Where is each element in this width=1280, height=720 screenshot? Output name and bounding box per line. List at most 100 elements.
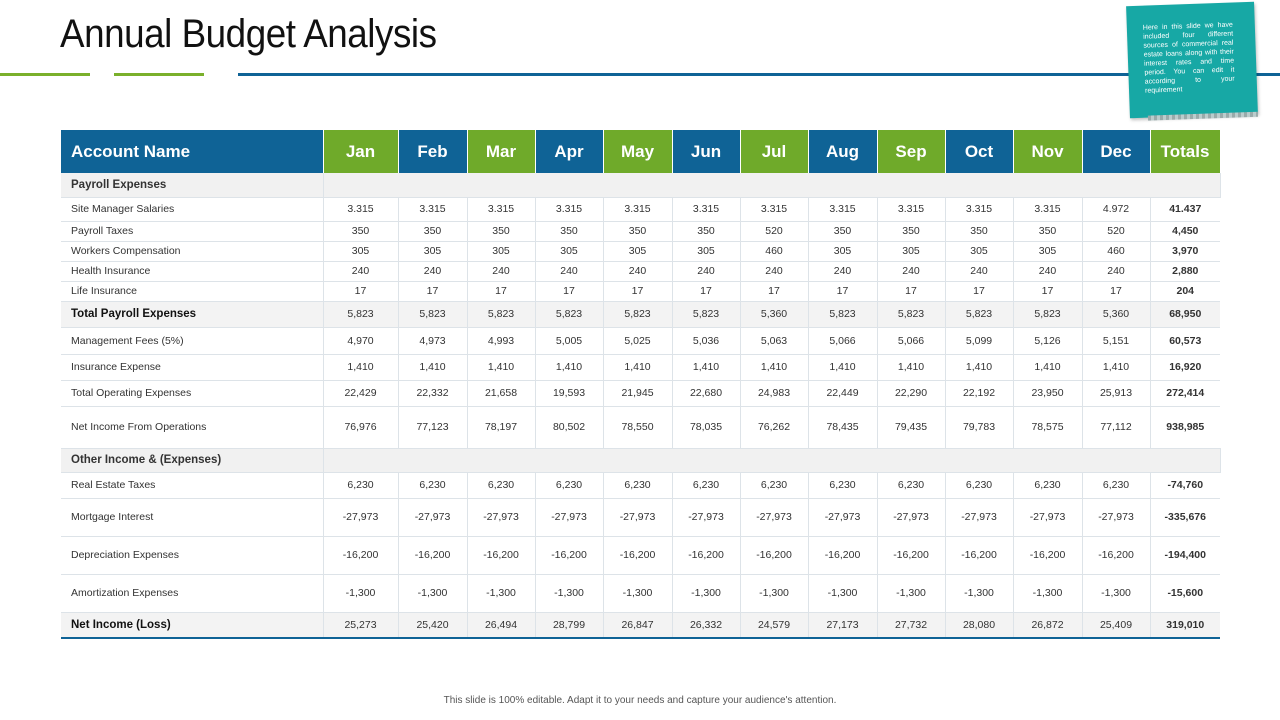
table-cell: 3.315: [1013, 197, 1083, 222]
header-jul: Jul: [740, 130, 809, 173]
table-cell: 17: [672, 281, 741, 302]
table-cell: -27,973: [672, 498, 741, 537]
row-total: 319,010: [1150, 612, 1220, 639]
table-cell: 1,410: [398, 354, 468, 381]
table-cell: 5,823: [945, 301, 1014, 328]
table-cell: 1,410: [808, 354, 878, 381]
table-cell: 76,262: [740, 406, 809, 449]
table-cell: 22,332: [398, 380, 468, 407]
table-cell: 77,112: [1082, 406, 1151, 449]
table-cell: -1,300: [808, 574, 878, 613]
table-cell: 1,410: [323, 354, 399, 381]
table-cell: 5,151: [1082, 327, 1151, 355]
row-label: Real Estate Taxes: [61, 472, 324, 499]
table-cell: 3.315: [808, 197, 878, 222]
header-may: May: [603, 130, 673, 173]
table-cell: -1,300: [323, 574, 399, 613]
table-cell: 4.972: [1082, 197, 1151, 222]
table-cell: 520: [740, 221, 809, 242]
table-cell: -1,300: [945, 574, 1014, 613]
header-apr: Apr: [535, 130, 604, 173]
table-cell: 26,872: [1013, 612, 1083, 639]
row-total: 3,970: [1150, 241, 1220, 262]
table-body: Payroll Expenses Site Manager Salaries 3.3…: [61, 173, 1221, 639]
table-cell: -1,300: [603, 574, 673, 613]
table-cell: -27,973: [603, 498, 673, 537]
row-label: Management Fees (5%): [61, 327, 324, 355]
header-oct: Oct: [945, 130, 1014, 173]
table-cell: 17: [323, 281, 399, 302]
table-cell: 5,823: [808, 301, 878, 328]
section-row: Other Income & (Expenses): [61, 448, 1221, 473]
row-total: 4,450: [1150, 221, 1220, 242]
row-label: Payroll Taxes: [61, 221, 324, 242]
table-cell: 17: [945, 281, 1014, 302]
table-cell: -1,300: [672, 574, 741, 613]
table-cell: 240: [672, 261, 741, 282]
table-cell: -16,200: [1082, 536, 1151, 575]
table-cell: -1,300: [877, 574, 946, 613]
table-cell: 5,823: [1013, 301, 1083, 328]
table-cell: 6,230: [945, 472, 1014, 499]
row-total: -15,600: [1150, 574, 1220, 613]
table-cell: 22,290: [877, 380, 946, 407]
table-cell: 305: [877, 241, 946, 262]
table-cell: -16,200: [398, 536, 468, 575]
table-cell: 305: [323, 241, 399, 262]
table-cell: 6,230: [467, 472, 536, 499]
row-total: -74,760: [1150, 472, 1220, 499]
table-cell: -16,200: [672, 536, 741, 575]
table-cell: 3.315: [535, 197, 604, 222]
table-cell: 6,230: [808, 472, 878, 499]
table-row: Management Fees (5%) 4,970 4,973 4,993 5,005…: [61, 327, 1220, 355]
table-cell: 240: [877, 261, 946, 282]
row-total: 204: [1150, 281, 1220, 302]
table-cell: -16,200: [877, 536, 946, 575]
table-cell: 26,332: [672, 612, 741, 639]
table-cell: 5,823: [467, 301, 536, 328]
table-cell: 240: [535, 261, 604, 282]
table-cell: -27,973: [945, 498, 1014, 537]
row-total: 60,573: [1150, 327, 1220, 355]
table-cell: 5,025: [603, 327, 673, 355]
table-cell: 3.315: [603, 197, 673, 222]
table-cell: 25,420: [398, 612, 468, 639]
table-cell: 6,230: [323, 472, 399, 499]
table-cell: 4,993: [467, 327, 536, 355]
table-cell: 1,410: [877, 354, 946, 381]
row-label: Total Operating Expenses: [61, 380, 324, 407]
table-cell: -16,200: [1013, 536, 1083, 575]
table-cell: 5,036: [672, 327, 741, 355]
section-row: Payroll Expenses: [61, 173, 1221, 198]
green-accent-line-1: [0, 73, 90, 76]
row-total: 2,880: [1150, 261, 1220, 282]
table-cell: 27,173: [808, 612, 878, 639]
table-cell: 27,732: [877, 612, 946, 639]
table-cell: 78,435: [808, 406, 878, 449]
row-label: Net Income (Loss): [61, 612, 324, 639]
table-cell: 305: [603, 241, 673, 262]
table-cell: 5,823: [535, 301, 604, 328]
table-cell: 240: [603, 261, 673, 282]
table-row: Mortgage Interest -27,973 -27,973 -27,973 -2…: [61, 498, 1220, 537]
table-cell: -16,200: [467, 536, 536, 575]
table-cell: 350: [467, 221, 536, 242]
table-cell: 4,970: [323, 327, 399, 355]
table-cell: 17: [603, 281, 673, 302]
row-label: Other Income & (Expenses): [61, 448, 324, 473]
row-total: 16,920: [1150, 354, 1220, 381]
table-cell: 3.315: [877, 197, 946, 222]
green-accent-line-2: [114, 73, 204, 76]
table-cell: 22,192: [945, 380, 1014, 407]
table-row: Real Estate Taxes 6,230 6,230 6,230 6,230 6,2…: [61, 472, 1220, 499]
table-cell: 26,847: [603, 612, 673, 639]
table-cell: 6,230: [740, 472, 809, 499]
table-cell: 5,360: [1082, 301, 1151, 328]
table-cell: 6,230: [1082, 472, 1151, 499]
table-cell: 3.315: [740, 197, 809, 222]
table-cell: 305: [1013, 241, 1083, 262]
table-cell: -27,973: [467, 498, 536, 537]
table-cell: 78,035: [672, 406, 741, 449]
table-cell: 1,410: [1082, 354, 1151, 381]
table-cell: -1,300: [467, 574, 536, 613]
